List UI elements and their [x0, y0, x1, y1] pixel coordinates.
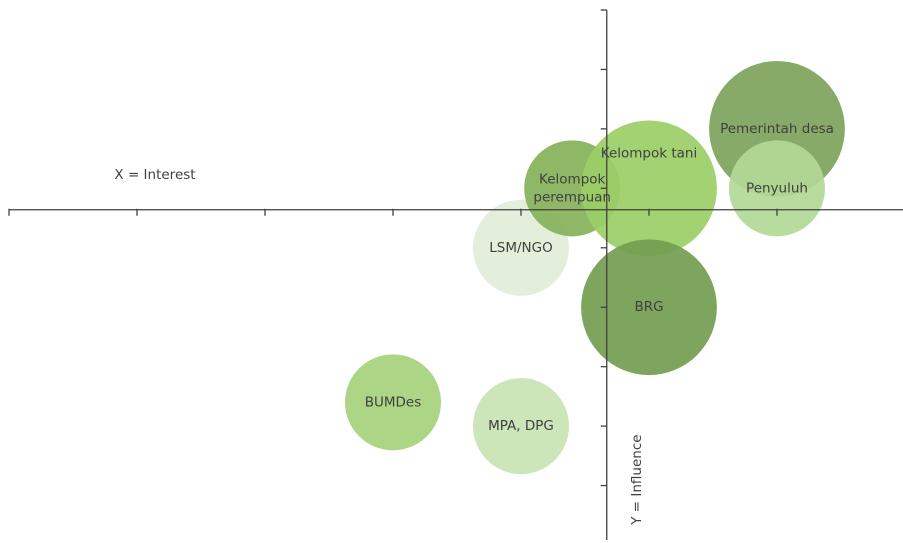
x-axis-label: X = Interest — [114, 167, 195, 183]
bubble — [473, 378, 569, 475]
bubble-label: LSM/NGO — [489, 240, 552, 256]
bubble-label: BUMDes — [365, 394, 422, 410]
bubble-label: Penyuluh — [746, 180, 808, 196]
bubble — [345, 354, 441, 451]
bubble — [581, 120, 717, 257]
bubble — [581, 239, 717, 376]
bubble-label: Kelompok tani — [601, 145, 697, 161]
bubble — [729, 140, 825, 237]
bubble-label: MPA, DPG — [488, 418, 554, 434]
y-axis-label: Y = Influence — [629, 434, 645, 525]
bubble-label: Kelompok perempuan — [533, 171, 611, 205]
bubble-label: BRG — [634, 299, 663, 315]
bubble-label: Pemerintah desa — [720, 121, 834, 137]
